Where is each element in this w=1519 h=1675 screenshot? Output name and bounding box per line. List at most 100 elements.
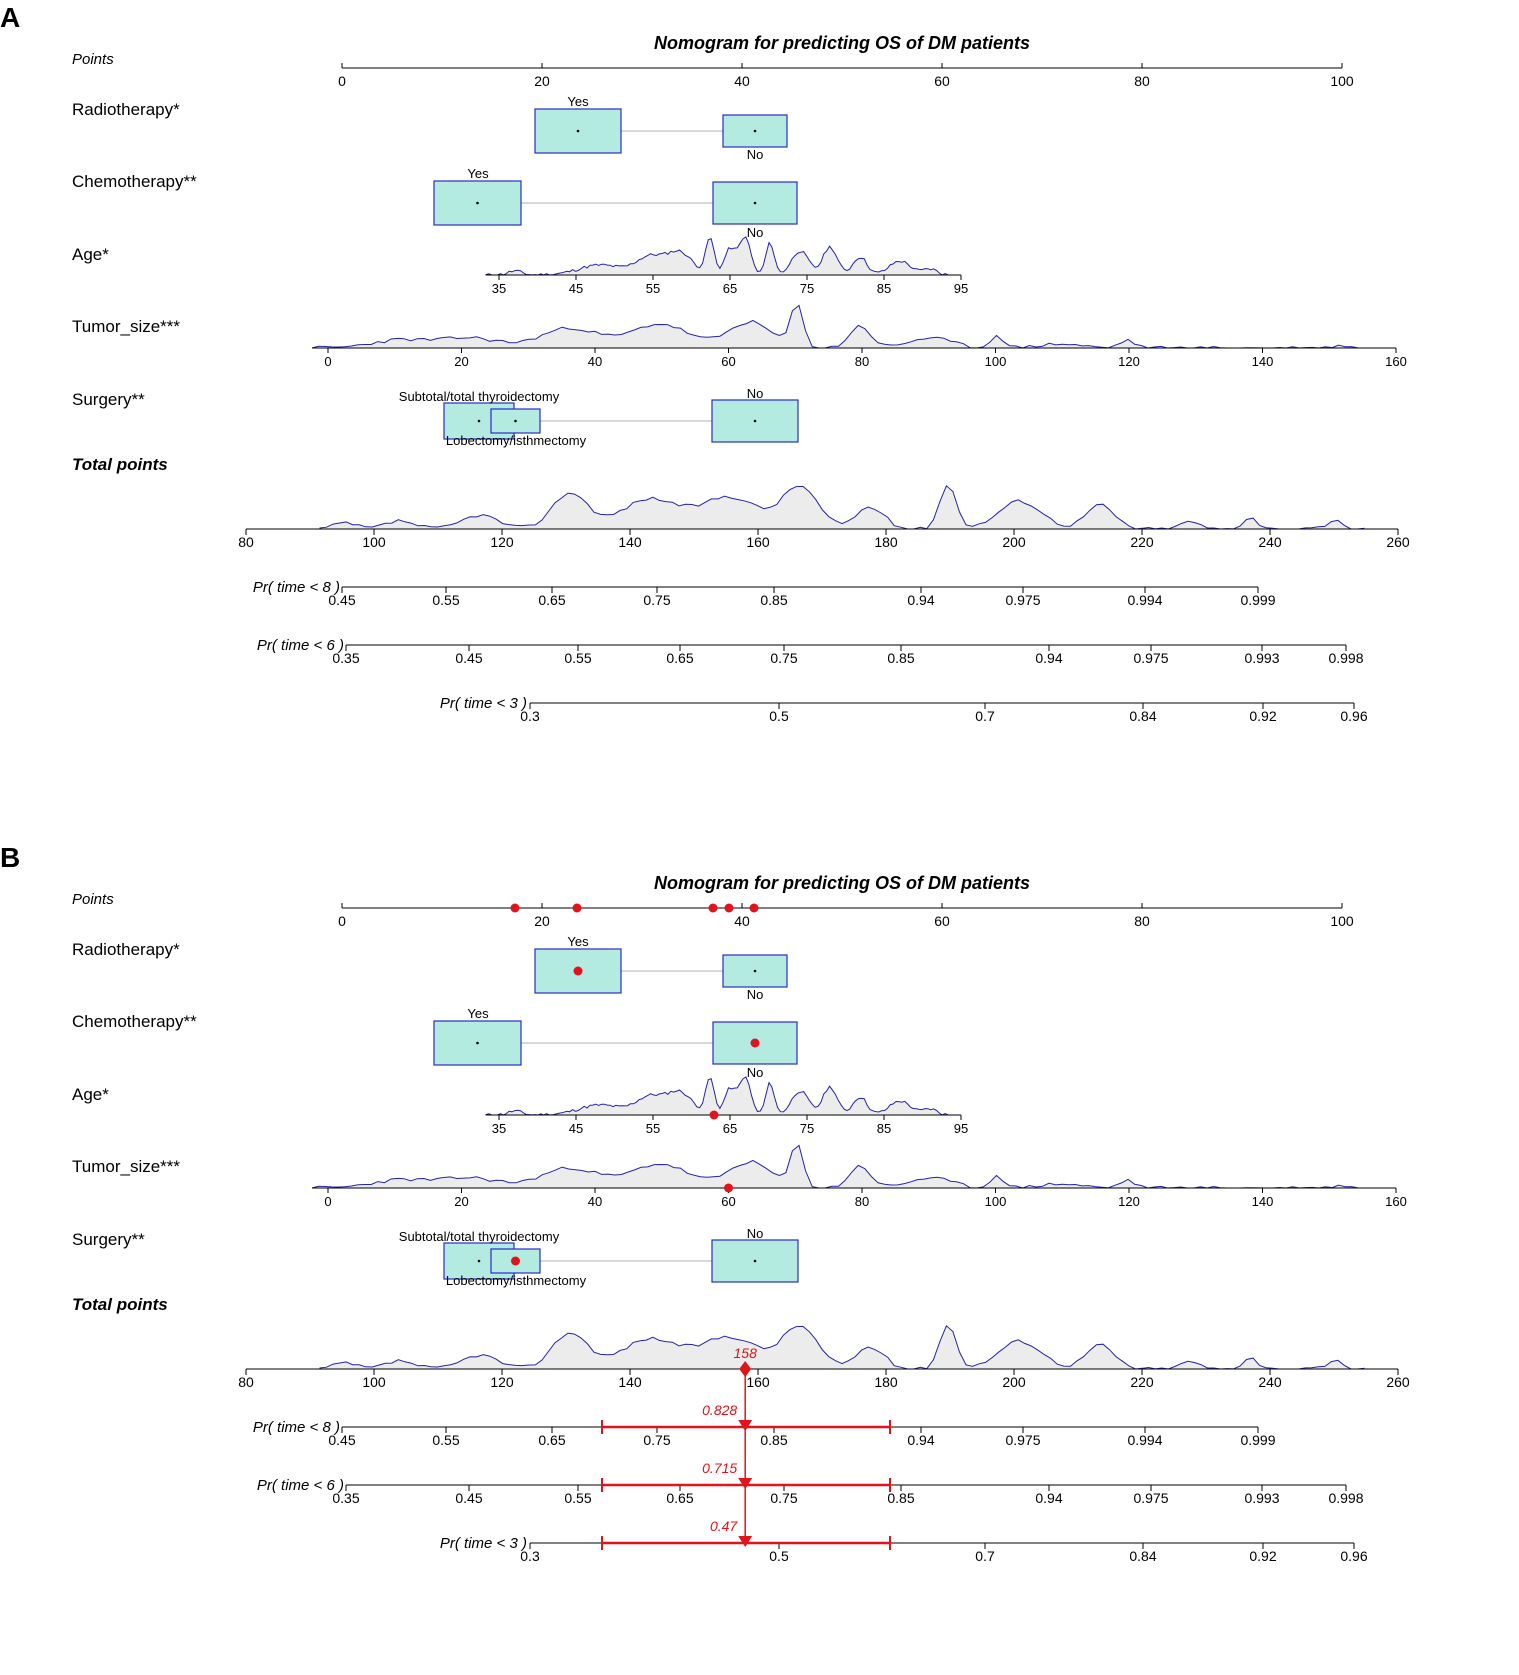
tumor-size-axis-tick-label: 120 xyxy=(1118,1194,1140,1209)
tumor-size-axis-tick-label: 0 xyxy=(324,354,331,369)
probability-axis-label: Pr( time < 8 ) xyxy=(253,579,340,596)
predicted-marker xyxy=(738,1420,753,1431)
age-axis-tick-label: 85 xyxy=(877,281,891,296)
surgery-center-dot xyxy=(477,419,481,423)
probability-axis-label: Pr( time < 3 ) xyxy=(440,695,527,712)
probability-axis-tick-label: 0.45 xyxy=(455,1490,482,1506)
chemotherapy-selected-marker xyxy=(750,1038,760,1048)
predicted-value: 0.828 xyxy=(702,1402,737,1418)
probability-axis-tick-label: 0.994 xyxy=(1127,592,1162,608)
chemotherapy-center-dot xyxy=(753,201,757,205)
total-points-axis-tick-label: 240 xyxy=(1258,534,1282,550)
probability-axis-tick-label: 0.55 xyxy=(564,1490,591,1506)
tumor-size-axis-tick-label: 160 xyxy=(1385,1194,1407,1209)
radiotherapy-level-label: Yes xyxy=(567,934,589,949)
tumor-size-axis-tick-label: 80 xyxy=(855,1194,869,1209)
probability-axis-label: Pr( time < 3 ) xyxy=(440,1535,527,1552)
probability-axis-tick-label: 0.35 xyxy=(332,650,359,666)
radiotherapy-label: Radiotherapy* xyxy=(72,940,180,959)
surgery-level-label: No xyxy=(747,386,764,401)
surgery-center-dot xyxy=(514,419,517,423)
probability-axis-tick-label: 0.65 xyxy=(666,1490,693,1506)
predicted-marker xyxy=(738,1478,753,1489)
probability-axis-tick-label: 0.65 xyxy=(666,650,693,666)
probability-axis-tick-label: 0.75 xyxy=(770,650,797,666)
probability-axis-tick-label: 0.96 xyxy=(1340,1548,1367,1564)
probability-axis-tick-label: 0.94 xyxy=(1035,650,1062,666)
surgery-center-dot xyxy=(753,1259,757,1263)
radiotherapy-level-label: Yes xyxy=(567,94,589,109)
surgery-selected-marker xyxy=(511,1256,520,1266)
age-axis-tick-label: 65 xyxy=(723,1121,737,1136)
points-axis-tick-label: 100 xyxy=(1330,73,1354,89)
points-axis-tick-label: 80 xyxy=(1134,73,1150,89)
tumor-size-axis-tick-label: 60 xyxy=(721,1194,735,1209)
tumor-size-axis-tick-label: 100 xyxy=(985,354,1007,369)
radiotherapy-level-label: No xyxy=(747,147,764,162)
total-points-axis-tick-label: 200 xyxy=(1002,534,1026,550)
probability-axis-tick-label: 0.975 xyxy=(1005,592,1040,608)
tumor-size-density xyxy=(311,304,1365,349)
probability-axis-tick-label: 0.92 xyxy=(1249,1548,1276,1564)
total-points-axis-tick-label: 240 xyxy=(1258,1374,1282,1390)
surgery-level-label: Subtotal/total thyroidectomy xyxy=(399,389,560,404)
points-marker xyxy=(708,903,718,913)
radiotherapy-center-dot xyxy=(576,129,580,133)
total-points-axis-tick-label: 180 xyxy=(874,534,898,550)
panel-letter: A xyxy=(0,2,20,33)
points-marker xyxy=(510,903,520,913)
total-points-label: Total points xyxy=(72,1295,168,1314)
probability-axis-tick-label: 0.3 xyxy=(520,708,540,724)
age-axis-tick-label: 85 xyxy=(877,1121,891,1136)
total-points-axis-tick-label: 80 xyxy=(238,534,254,550)
tumor-size-axis-tick-label: 140 xyxy=(1252,354,1274,369)
probability-axis-tick-label: 0.999 xyxy=(1240,592,1275,608)
probability-axis-tick-label: 0.94 xyxy=(907,1432,934,1448)
age-axis-tick-label: 95 xyxy=(954,1121,968,1136)
chemotherapy-label: Chemotherapy** xyxy=(72,172,197,191)
radiotherapy-label: Radiotherapy* xyxy=(72,100,180,119)
probability-axis-label: Pr( time < 6 ) xyxy=(257,1477,344,1494)
probability-axis-tick-label: 0.75 xyxy=(643,592,670,608)
points-marker xyxy=(749,903,759,913)
probability-axis-tick-label: 0.45 xyxy=(328,1432,355,1448)
probability-axis-tick-label: 0.85 xyxy=(760,1432,787,1448)
chemotherapy-box xyxy=(712,1021,798,1065)
tumor-size-axis-tick-label: 160 xyxy=(1385,354,1407,369)
points-label: Points xyxy=(72,51,114,68)
total-points-density xyxy=(319,484,1365,530)
total-points-axis-tick-label: 80 xyxy=(238,1374,254,1390)
age-label: Age* xyxy=(72,245,109,264)
probability-axis-tick-label: 0.975 xyxy=(1133,1490,1168,1506)
points-axis-tick-label: 20 xyxy=(534,913,550,929)
probability-axis-tick-label: 0.3 xyxy=(520,1548,540,1564)
probability-axis-tick-label: 0.998 xyxy=(1328,650,1363,666)
radiotherapy-center-dot xyxy=(753,969,757,973)
age-density xyxy=(485,1076,949,1116)
surgery-level-label: No xyxy=(747,1226,764,1241)
probability-axis-tick-label: 0.75 xyxy=(643,1432,670,1448)
total-points-axis-tick-label: 260 xyxy=(1386,1374,1410,1390)
total-points-axis-tick-label: 100 xyxy=(362,534,386,550)
probability-axis-tick-label: 0.84 xyxy=(1129,1548,1156,1564)
probability-axis-tick-label: 0.55 xyxy=(564,650,591,666)
tumor-size-axis-tick-label: 100 xyxy=(985,1194,1007,1209)
total-points-axis-tick-label: 160 xyxy=(746,534,770,550)
probability-axis-label: Pr( time < 8 ) xyxy=(253,1419,340,1436)
points-marker xyxy=(724,903,734,913)
chart-title: Nomogram for predicting OS of DM patient… xyxy=(654,33,1030,53)
points-marker xyxy=(572,903,582,913)
tumor-size-axis-tick-label: 0 xyxy=(324,1194,331,1209)
chemotherapy-label: Chemotherapy** xyxy=(72,1012,197,1031)
tumor-size-axis-tick-label: 40 xyxy=(588,1194,602,1209)
points-axis-tick-label: 40 xyxy=(734,73,750,89)
probability-axis-tick-label: 0.84 xyxy=(1129,708,1156,724)
age-axis-tick-label: 95 xyxy=(954,281,968,296)
chemotherapy-level-label: Yes xyxy=(467,166,489,181)
age-axis-tick-label: 35 xyxy=(492,1121,506,1136)
probability-axis-tick-label: 0.85 xyxy=(760,592,787,608)
total-points-axis-tick-label: 120 xyxy=(490,1374,514,1390)
tumor-size-label: Tumor_size*** xyxy=(72,1157,180,1176)
panel-letter: B xyxy=(0,842,20,873)
total-points-axis-tick-label: 140 xyxy=(618,534,642,550)
